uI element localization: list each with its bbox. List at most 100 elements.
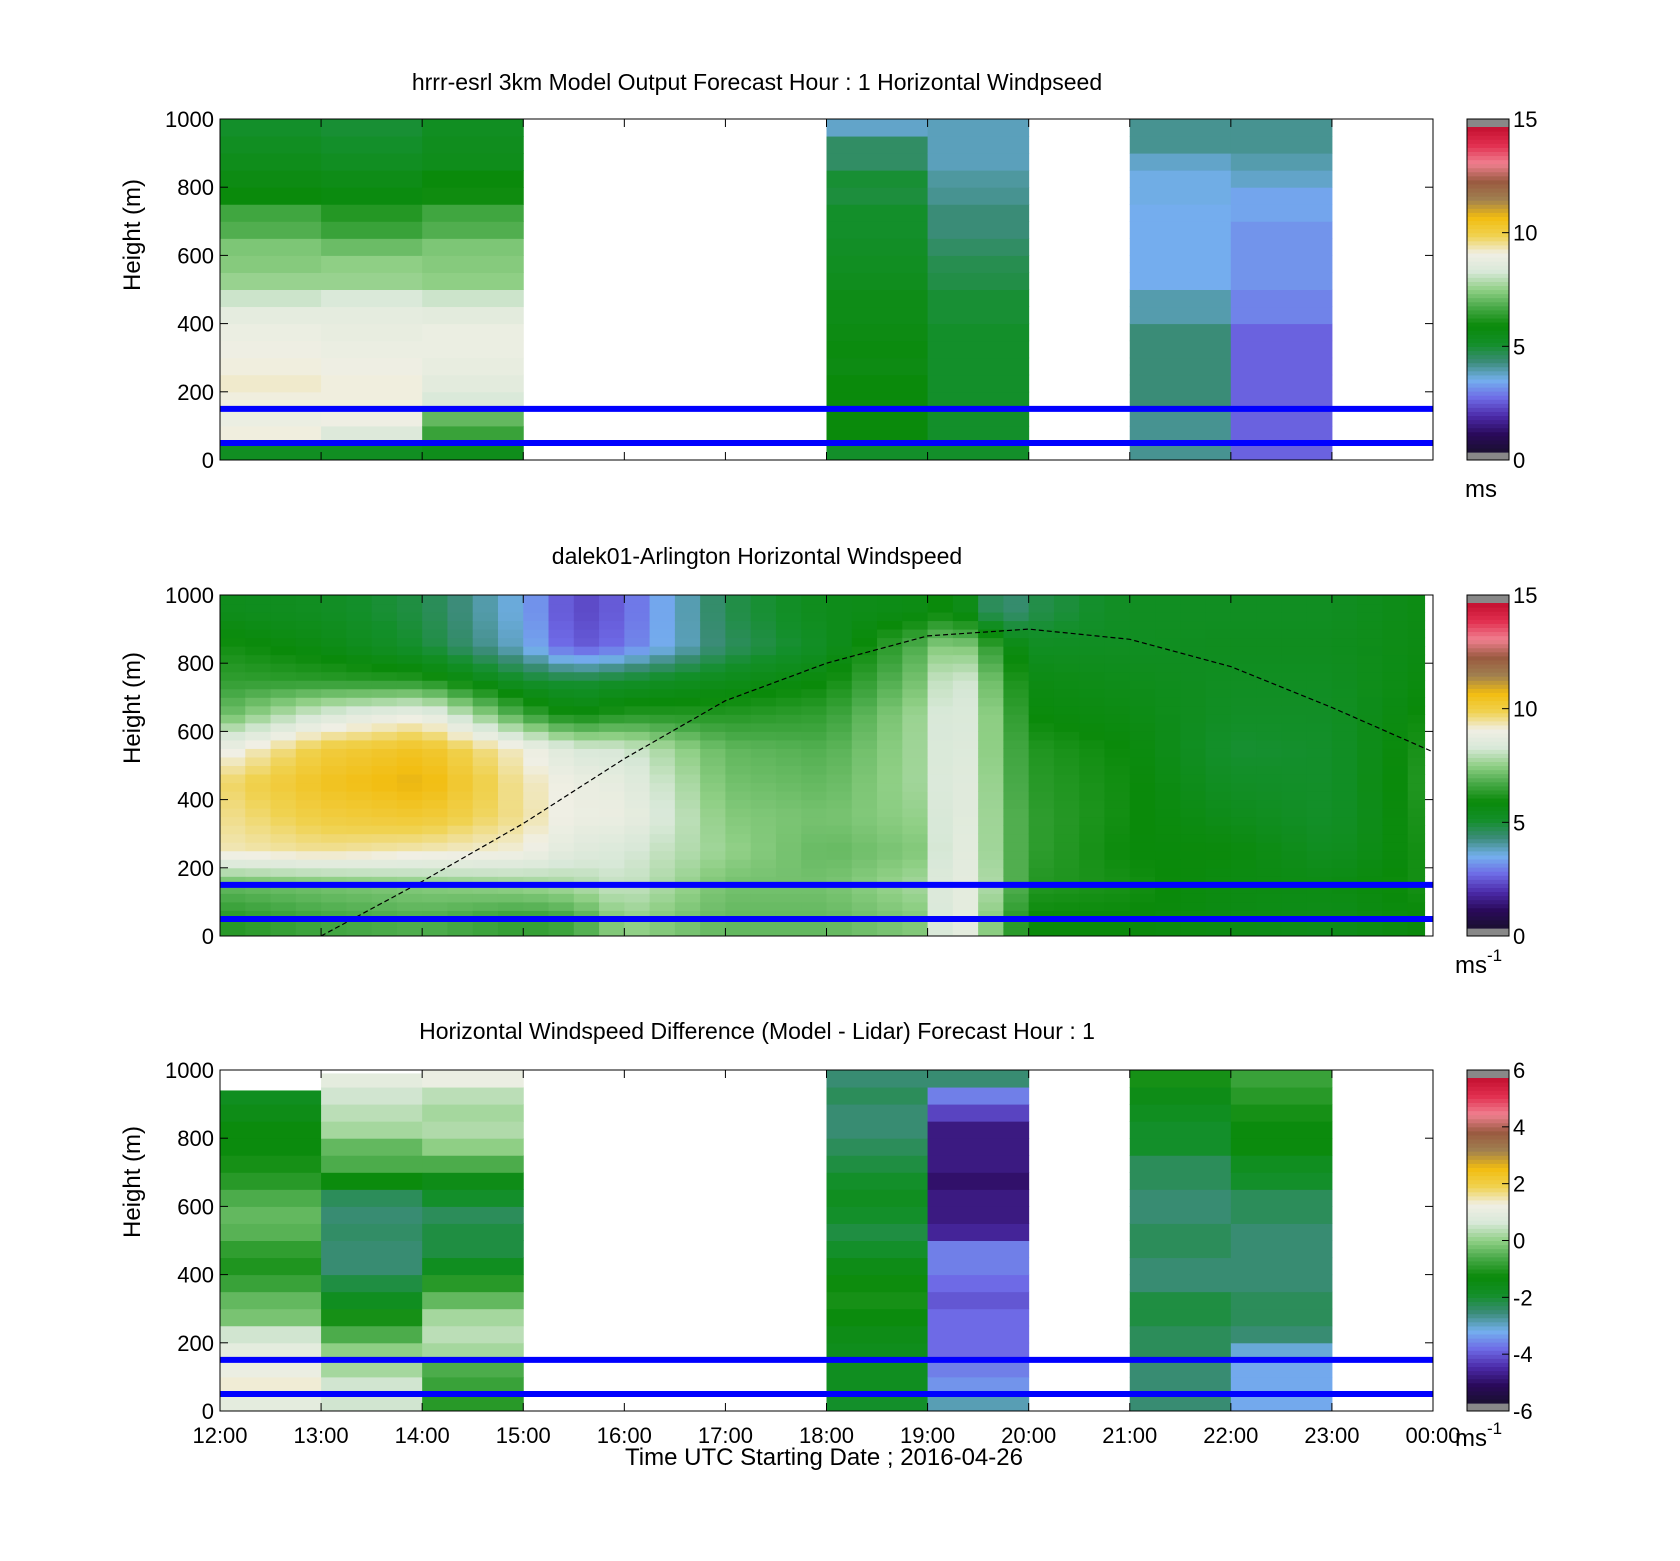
- heatmap-cell: [447, 901, 474, 911]
- heatmap-cell: [1306, 918, 1333, 928]
- heatmap-cell: [1028, 918, 1055, 928]
- heatmap-cell: [1129, 153, 1232, 171]
- colorbar-swatch: [1467, 802, 1509, 807]
- heatmap-cell: [801, 833, 827, 843]
- heatmap-cell: [1129, 620, 1156, 630]
- heatmap-cell: [851, 680, 878, 690]
- heatmap-cell: [1306, 671, 1333, 681]
- heatmap-cell: [826, 1240, 929, 1259]
- heatmap-cell: [978, 722, 1004, 732]
- heatmap-cell: [978, 714, 1004, 724]
- heatmap-cell: [1357, 731, 1383, 741]
- colorbar-swatch: [1467, 1216, 1509, 1221]
- heatmap-cell: [1256, 884, 1282, 894]
- heatmap-cell: [447, 918, 474, 928]
- heatmap-cell: [725, 654, 752, 664]
- colorbar-swatch: [1467, 655, 1509, 661]
- heatmap-cell: [952, 756, 979, 766]
- colorbar-swatch: [1467, 854, 1509, 860]
- heatmap-cell: [775, 782, 802, 792]
- heatmap-cell: [1382, 910, 1409, 920]
- heatmap-cell: [472, 629, 499, 639]
- heatmap-cell: [472, 748, 499, 758]
- heatmap-cell: [801, 918, 827, 928]
- heatmap-cell: [725, 876, 752, 886]
- heatmap-cell: [877, 765, 903, 775]
- heatmap-cell: [371, 859, 398, 869]
- heatmap-cell: [775, 825, 802, 835]
- colorbar-swatch: [1467, 611, 1509, 616]
- heatmap-cell: [927, 876, 954, 886]
- heatmap-cell: [1382, 927, 1409, 937]
- heatmap-cell: [1129, 688, 1156, 698]
- y-axis-label: Height (m): [119, 179, 146, 291]
- heatmap-cell: [220, 705, 246, 715]
- heatmap-cell: [472, 722, 499, 732]
- heatmap-cell: [548, 825, 575, 835]
- heatmap-cell: [1205, 782, 1232, 792]
- colorbar-tick-label: 10: [1513, 221, 1537, 246]
- heatmap-cell: [674, 629, 701, 639]
- heatmap-cell: [1079, 620, 1105, 630]
- heatmap-cell: [1053, 799, 1080, 809]
- heatmap-cell: [422, 1172, 524, 1190]
- colorbar-frame: [1466, 118, 1510, 461]
- heatmap-cell: [1155, 927, 1181, 937]
- heatmap-cell: [725, 808, 752, 818]
- heatmap-cell: [700, 791, 726, 801]
- heatmap-cell: [927, 170, 1030, 188]
- heatmap-cell: [1129, 1274, 1232, 1293]
- heatmap-cell: [750, 910, 777, 920]
- heatmap-cell: [725, 595, 752, 605]
- heatmap-cell: [1079, 748, 1105, 758]
- heatmap-cell: [1331, 833, 1358, 843]
- heatmap-cell: [1256, 748, 1282, 758]
- heatmap-cell: [801, 654, 827, 664]
- heatmap-cell: [674, 825, 701, 835]
- heatmap-cell: [447, 705, 474, 715]
- heatmap-cell: [750, 918, 777, 928]
- heatmap-cell: [1129, 1376, 1232, 1395]
- heatmap-cell: [1357, 629, 1383, 639]
- heatmap-cell: [1230, 859, 1257, 869]
- heatmap-cell: [1003, 825, 1030, 835]
- heatmap-cell: [649, 739, 676, 749]
- heatmap-cell: [775, 671, 802, 681]
- heatmap-cell: [295, 748, 322, 758]
- heatmap-cell: [523, 629, 550, 639]
- colorbar-swatch: [1467, 1082, 1509, 1087]
- heatmap-cell: [927, 1121, 1030, 1139]
- heatmap-cell: [295, 782, 322, 792]
- heatmap-cell: [321, 756, 347, 766]
- heatmap-cell: [422, 1257, 524, 1276]
- colorbar-swatch: [1467, 403, 1509, 408]
- heatmap-cell: [1155, 876, 1181, 886]
- heatmap-cell: [1382, 876, 1409, 886]
- heatmap-cell: [371, 884, 398, 894]
- heatmap-cell: [649, 901, 676, 911]
- heatmap-cell: [649, 765, 676, 775]
- heatmap-cell: [472, 663, 499, 673]
- heatmap-cell: [1382, 884, 1409, 894]
- heatmap-cell: [422, 153, 524, 171]
- colorbar-swatch: [1467, 1232, 1509, 1238]
- heatmap-cell: [851, 697, 878, 707]
- heatmap-cell: [295, 663, 322, 673]
- heatmap-cell: [220, 637, 246, 647]
- heatmap-cell: [422, 1240, 524, 1259]
- heatmap-cell: [978, 774, 1004, 784]
- colorbar-swatch: [1467, 293, 1509, 299]
- heatmap-cell: [775, 867, 802, 877]
- heatmap-cell: [1230, 816, 1257, 826]
- heatmap-cell: [1306, 799, 1333, 809]
- colorbar-cap: [1467, 928, 1509, 936]
- heatmap-cell: [346, 697, 373, 707]
- heatmap-cell: [1003, 739, 1030, 749]
- heatmap-cell: [220, 620, 246, 630]
- heatmap-cell: [1104, 833, 1131, 843]
- heatmap-cell: [1028, 671, 1055, 681]
- heatmap-cell: [472, 671, 499, 681]
- heatmap-cell: [1382, 765, 1409, 775]
- heatmap-cell: [245, 629, 272, 639]
- heatmap-cell: [573, 671, 600, 681]
